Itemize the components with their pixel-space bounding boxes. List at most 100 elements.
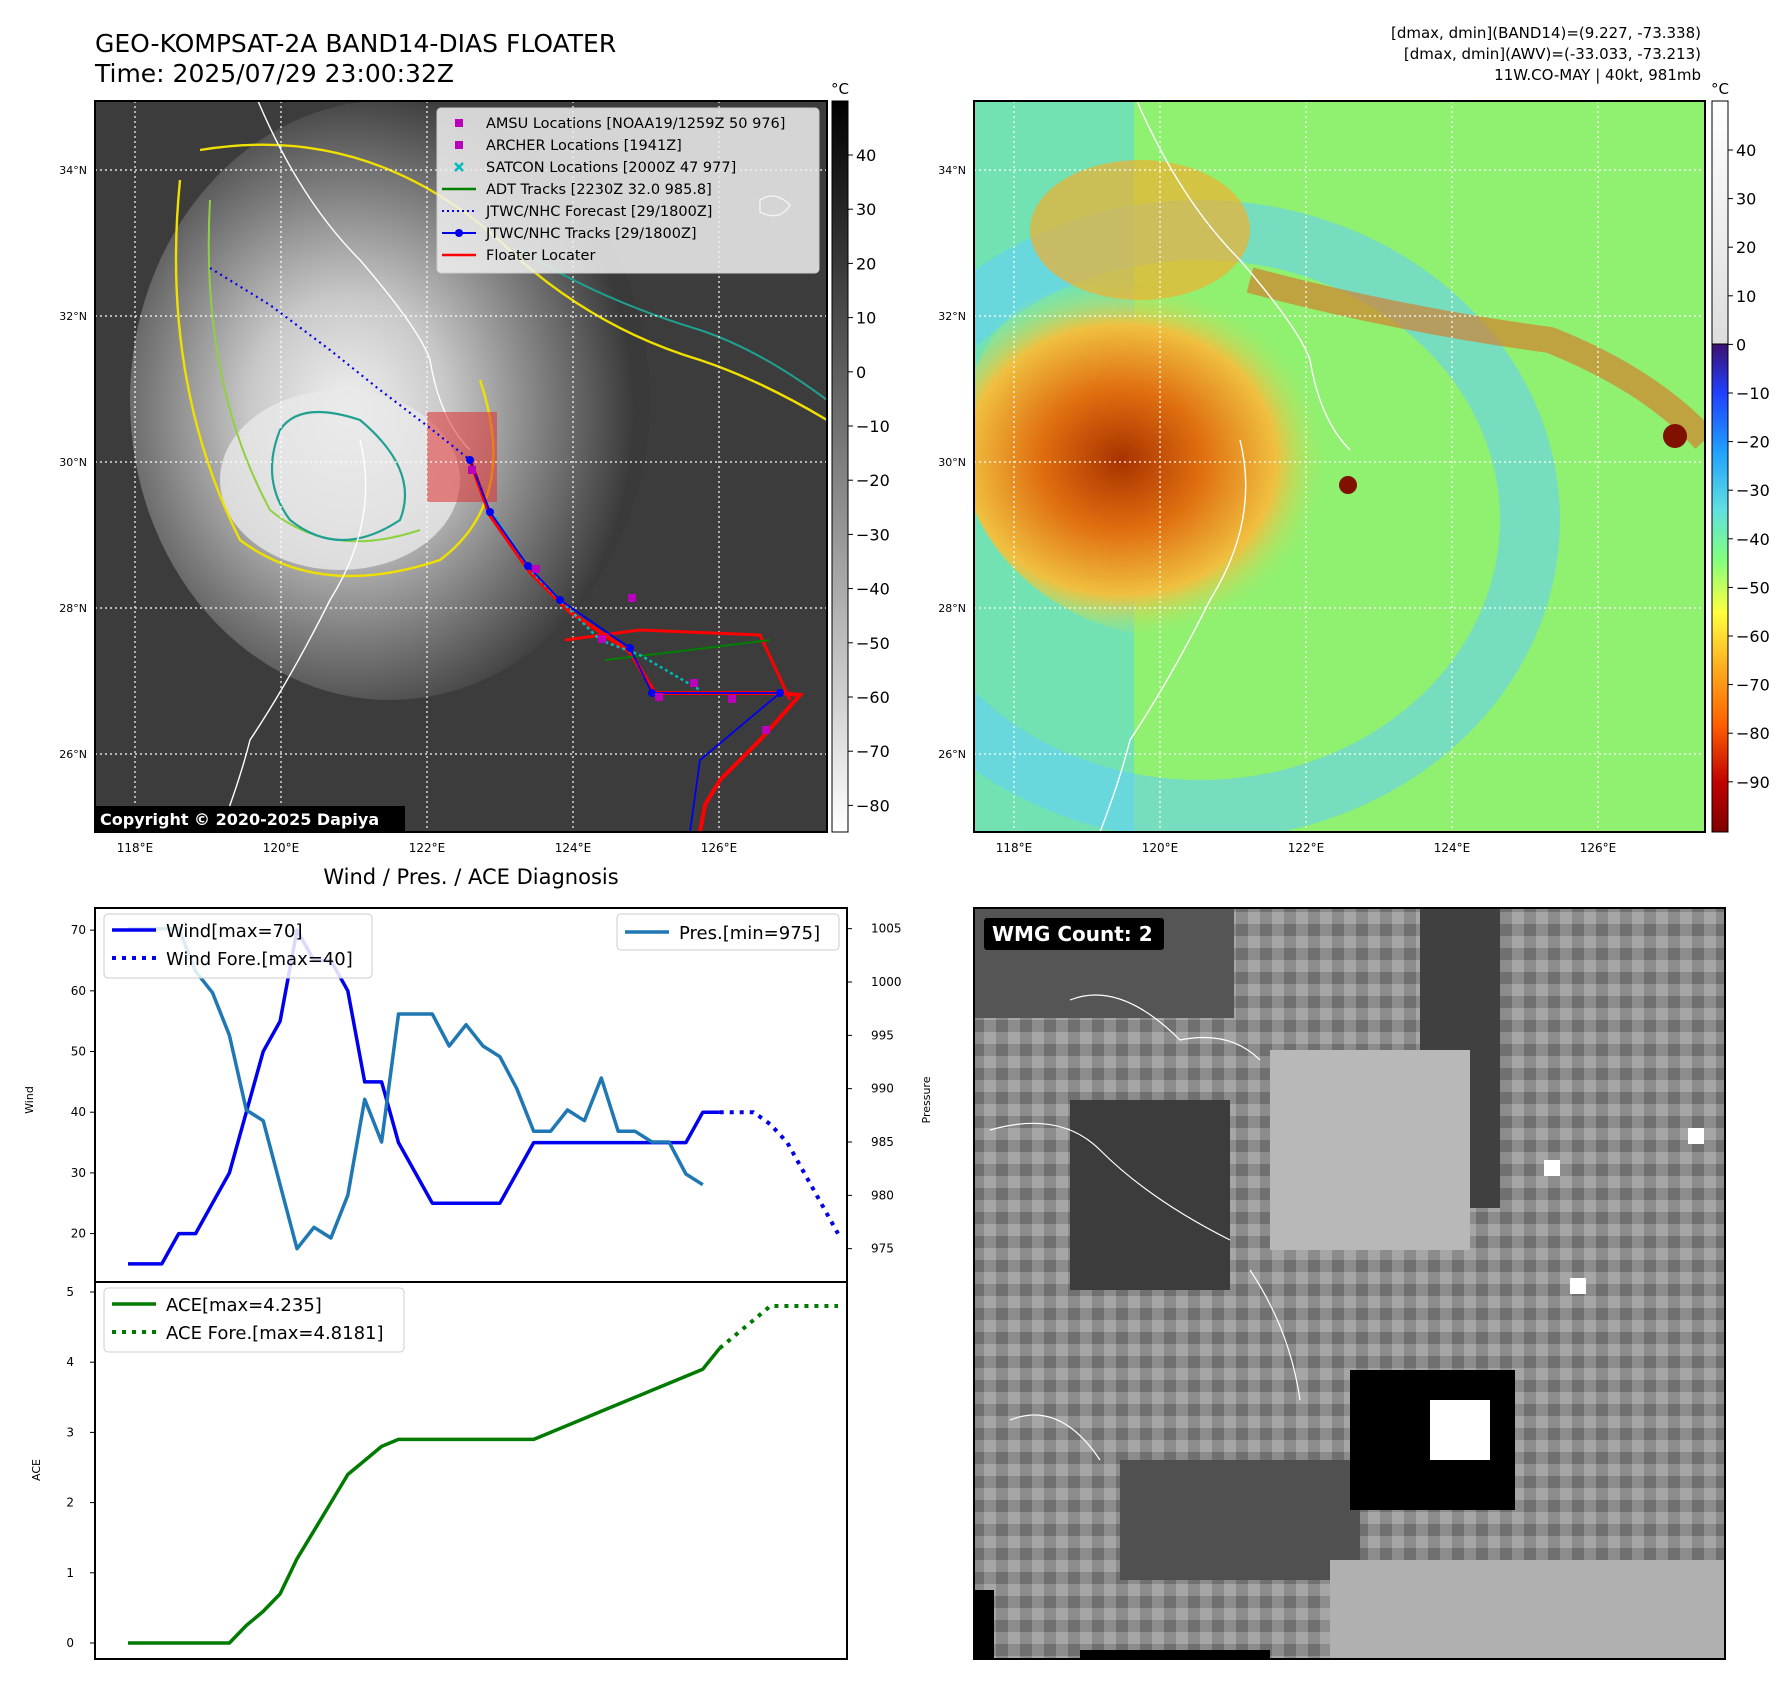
square-marker-icon bbox=[455, 141, 463, 149]
wind-tick-label: 20 bbox=[71, 1227, 86, 1241]
ir-colorbar-tick-label: −20 bbox=[856, 471, 890, 490]
wv-colorbar-tick-label: −10 bbox=[1736, 384, 1770, 403]
wmg-pixel-2 bbox=[1570, 1278, 1586, 1294]
lon-tick-label: 120°E bbox=[1142, 841, 1179, 855]
ir-coastline bbox=[219, 101, 471, 832]
ace-tick-label: 4 bbox=[66, 1355, 74, 1369]
ir-colorbar-unit: °C bbox=[831, 80, 849, 98]
wv-rainband bbox=[1246, 267, 1705, 449]
ir-map-panel: 34°N 32°N 30°N 28°N 26°N 118°E 120°E 122°E 124°E… bbox=[59, 80, 890, 855]
wv-colorbar-tick-label: 10 bbox=[1736, 287, 1756, 306]
wv-colorbar-tick-label: −40 bbox=[1736, 530, 1770, 549]
wind-pressure-chart: 20 30 40 50 60 70 975 980 985 990 995 1000 1005 Wind… bbox=[23, 907, 933, 1283]
ace-tick-label: 0 bbox=[66, 1636, 74, 1650]
ir-colorbar-tick-label: −30 bbox=[856, 525, 890, 544]
satcon-track bbox=[490, 511, 701, 692]
legend-label: JTWC/NHC Tracks [29/1800Z] bbox=[485, 226, 697, 242]
lon-tick-label: 124°E bbox=[555, 841, 592, 855]
lat-tick-label: 34°N bbox=[938, 164, 966, 177]
legend-label: ADT Tracks [2230Z 32.0 985.8] bbox=[486, 182, 712, 198]
wv-colorbar-tick-label: −90 bbox=[1736, 773, 1770, 792]
wind_forecast-line bbox=[719, 1110, 840, 1235]
line-dot-point bbox=[455, 229, 463, 237]
legend-label: SATCON Locations [2000Z 47 977] bbox=[486, 160, 736, 176]
wind-tick-label: 70 bbox=[71, 923, 86, 937]
wmg-block-2 bbox=[1070, 1100, 1230, 1290]
wind-legend-box bbox=[103, 913, 373, 979]
wv-colorbar-tick-label: 0 bbox=[1736, 335, 1746, 354]
wind-tick-label: 50 bbox=[71, 1045, 86, 1059]
ace-legend-label: ACE[max=4.235] bbox=[166, 1295, 322, 1316]
x-marker-icon bbox=[454, 162, 464, 172]
ace-tick-label: 5 bbox=[66, 1285, 74, 1299]
lon-tick-label: 118°E bbox=[117, 841, 154, 855]
info-band14: [dmax, dmin](BAND14)=(9.227, -73.338) bbox=[1391, 24, 1701, 42]
wv-colorbar-tick-label: −20 bbox=[1736, 433, 1770, 452]
wv-colorbar-unit: °C bbox=[1711, 80, 1729, 98]
ir-colorbar bbox=[831, 100, 849, 833]
lat-tick-label: 30°N bbox=[938, 456, 966, 469]
wv-colorbar-tick-label: −70 bbox=[1736, 676, 1770, 695]
wv-colorbar-tick-label: 30 bbox=[1736, 190, 1756, 209]
diagnosis-title: Wind / Pres. / ACE Diagnosis bbox=[323, 865, 618, 889]
ir-tracks bbox=[209, 267, 805, 832]
wind-tick-label: 30 bbox=[71, 1166, 86, 1180]
ir-colorbar-tick-label: −10 bbox=[856, 417, 890, 436]
ir-gridlines: 34°N 32°N 30°N 28°N 26°N 118°E 120°E 122°E 124°E… bbox=[59, 101, 827, 855]
wind-legend: Wind[max=70] Wind Fore.[max=40] bbox=[103, 913, 373, 979]
info-storm: 11W.CO-MAY | 40kt, 981mb bbox=[1494, 66, 1701, 84]
wmg-pixel-3 bbox=[1688, 1128, 1704, 1144]
pressure-legend-label: Pres.[min=975] bbox=[679, 923, 820, 944]
wv-gridlines: 34°N 32°N 30°N 28°N 26°N 118°E 120°E 122°E 124°E… bbox=[938, 101, 1705, 855]
ir-frame bbox=[94, 100, 828, 833]
lon-tick-label: 120°E bbox=[263, 841, 300, 855]
wmg-block-6 bbox=[1330, 1560, 1725, 1659]
ir-colorbar-tick-label: 0 bbox=[856, 363, 866, 382]
lon-tick-label: 124°E bbox=[1434, 841, 1471, 855]
wmg-warm-spot bbox=[1430, 1400, 1490, 1460]
pressure-tick-label: 1000 bbox=[871, 975, 902, 989]
wind-axis-label: Wind bbox=[23, 1086, 36, 1114]
wv-colorbar-ticks: 40 30 20 10 0 −10 −20 −30 −40 −50 −60 −70 −80 −90 bbox=[1728, 141, 1770, 792]
ace-tick-label: 1 bbox=[66, 1566, 74, 1580]
wv-cold-spot-2 bbox=[1339, 476, 1357, 494]
ir-colorbar-tick-label: −70 bbox=[856, 742, 890, 761]
wmg-pixel-1 bbox=[1544, 1160, 1560, 1176]
info-awv: [dmax, dmin](AWV)=(-33.033, -73.213) bbox=[1404, 45, 1701, 63]
wv-band-north bbox=[1030, 160, 1250, 300]
lon-tick-label: 122°E bbox=[409, 841, 446, 855]
wv-colorbar-tick-label: 40 bbox=[1736, 141, 1756, 160]
amsu-points bbox=[468, 466, 770, 734]
wv-colorbar-top bbox=[1711, 100, 1729, 345]
line-dot-icon bbox=[442, 229, 476, 237]
pressure-tick-label: 1005 bbox=[871, 922, 902, 936]
wv-colorbar bbox=[1711, 343, 1729, 833]
floater-box bbox=[427, 412, 497, 502]
wmg-edge-block bbox=[974, 1590, 994, 1659]
pressure-axis-label: Pressure bbox=[920, 1076, 933, 1123]
legend-label: JTWC/NHC Forecast [29/1800Z] bbox=[485, 204, 712, 220]
ace-legend-box bbox=[103, 1287, 405, 1353]
ace-chart: 0 1 2 3 4 5 ACE ACE[max=4.235] ACE Fore.[max=4… bbox=[30, 1281, 848, 1660]
wmg-edge-block-2 bbox=[1080, 1650, 1270, 1659]
pressure-tick-label: 980 bbox=[871, 1188, 894, 1202]
lat-tick-label: 32°N bbox=[938, 310, 966, 323]
ace-legend-label: ACE Fore.[max=4.8181] bbox=[166, 1323, 384, 1344]
wv-cold-core bbox=[974, 240, 1420, 640]
pressure-legend-box bbox=[616, 913, 840, 951]
ace-tick-label: 3 bbox=[66, 1425, 74, 1439]
ir-colorbar-tick-label: −50 bbox=[856, 634, 890, 653]
wv-coastline bbox=[1099, 101, 1351, 832]
wmg-count-label: WMG Count: 2 bbox=[992, 922, 1153, 946]
wmg-block-5 bbox=[1120, 1460, 1360, 1580]
pressure-line bbox=[128, 926, 704, 1251]
map-legend: AMSU Locations [NOAA19/1259Z 50 976] ARCH… bbox=[436, 107, 820, 274]
figure-time: Time: 2025/07/29 23:00:32Z bbox=[94, 59, 454, 88]
pressure-tick-label: 975 bbox=[871, 1242, 894, 1256]
legend-label: ARCHER Locations [1941Z] bbox=[486, 138, 682, 154]
ir-cloud-core bbox=[220, 390, 460, 570]
pressure-tick-label: 995 bbox=[871, 1028, 894, 1042]
wmg-frame bbox=[973, 907, 1726, 1660]
ir-colorbar-tick-label: −60 bbox=[856, 688, 890, 707]
pressure-tick-label: 985 bbox=[871, 1135, 894, 1149]
